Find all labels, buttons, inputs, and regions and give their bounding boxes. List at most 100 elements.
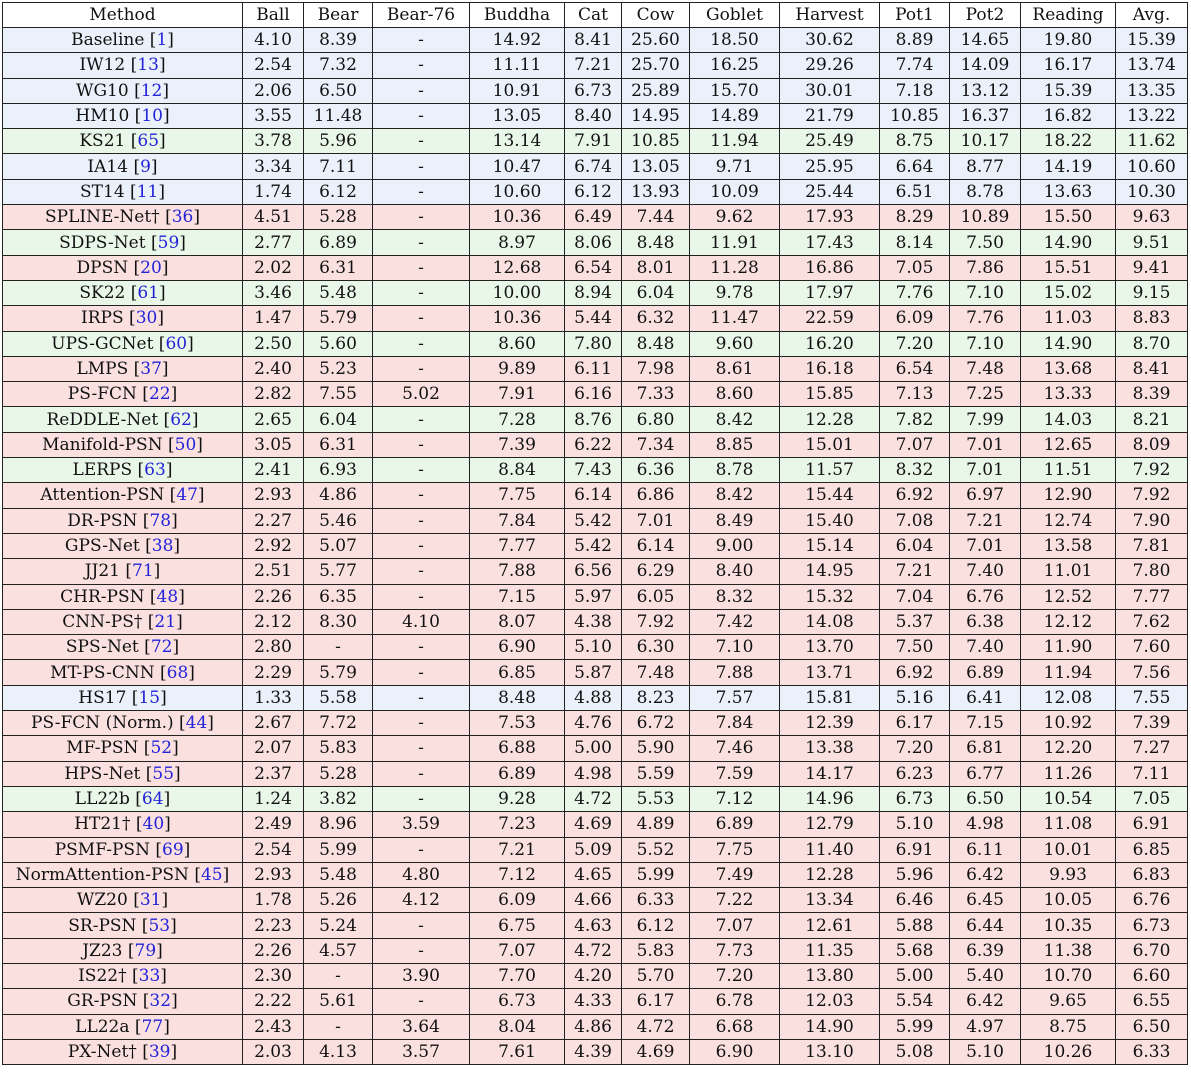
value-cell: - — [372, 128, 470, 155]
value-cell: 15.39 — [1115, 26, 1188, 54]
citation-link[interactable]: 59 — [157, 232, 180, 253]
citation-link[interactable]: 45 — [200, 864, 223, 885]
citation-link[interactable]: 20 — [140, 257, 162, 278]
citation-link[interactable]: 71 — [132, 561, 154, 582]
value-cell: 8.60 — [469, 330, 565, 357]
value-cell: 6.86 — [621, 482, 690, 509]
value-cell: 11.48 — [303, 102, 373, 130]
value-cell: 5.52 — [621, 836, 690, 863]
value-cell: 6.09 — [879, 305, 950, 332]
value-cell: 13.35 — [1115, 77, 1188, 104]
table-row: LMPS [37] 2.40 5.23-9.89 6.11 7.98 8.61 16.18 6… — [2, 355, 1188, 383]
table-row: ST14 [11] 1.74 6.12-10.60 6.12 13.93 10.09 25.… — [2, 178, 1188, 206]
citation-link[interactable]: 39 — [148, 1042, 171, 1063]
value-cell: 5.23 — [303, 355, 373, 383]
method-cell: KS21 [65] — [2, 128, 243, 155]
value-cell: 7.82 — [879, 406, 950, 433]
method-name: LL22a — [75, 1016, 130, 1037]
value-cell: 6.91 — [879, 836, 950, 863]
citation-link[interactable]: 36 — [171, 207, 194, 228]
value-cell: - — [372, 406, 470, 433]
citation-link[interactable]: 22 — [148, 384, 171, 405]
value-cell: 6.76 — [949, 583, 1021, 610]
value-cell: 7.10 — [949, 279, 1021, 307]
citation-link[interactable]: 40 — [142, 814, 165, 835]
citation-link[interactable]: 72 — [150, 637, 173, 658]
citation-link[interactable]: 52 — [150, 738, 173, 759]
citation-link[interactable]: 79 — [134, 940, 157, 961]
value-cell: 2.37 — [242, 760, 304, 787]
value-cell: 5.42 — [564, 532, 622, 560]
value-cell: 7.23 — [469, 811, 565, 838]
citation-link[interactable]: 38 — [151, 536, 174, 557]
table-row: Attention-PSN [47] 2.93 4.86-7.75 6.14 6.86 8… — [2, 482, 1188, 509]
value-cell: 6.32 — [621, 305, 690, 332]
citation-link[interactable]: 12 — [140, 80, 163, 101]
value-cell: 9.93 — [1020, 861, 1116, 889]
value-cell: 5.88 — [879, 912, 950, 939]
citation-link[interactable]: 21 — [154, 611, 177, 632]
value-cell: 11.94 — [1020, 659, 1116, 686]
value-cell: 6.31 — [303, 431, 373, 459]
value-cell: 7.11 — [303, 153, 373, 180]
citation-link[interactable]: 63 — [144, 460, 166, 481]
value-cell: 1.47 — [242, 305, 304, 332]
value-cell: 2.29 — [242, 659, 304, 686]
citation-link[interactable]: 65 — [137, 131, 160, 152]
citation-link[interactable]: 55 — [152, 763, 175, 784]
method-name: DPSN — [76, 257, 129, 278]
citation-link[interactable]: 31 — [139, 890, 162, 911]
method-cell: HPS-Net [55] — [2, 760, 243, 787]
value-cell: 12.68 — [469, 254, 565, 281]
citation-link[interactable]: 13 — [137, 55, 159, 76]
citation-link[interactable]: 1 — [156, 30, 168, 51]
citation-link[interactable]: 15 — [138, 687, 161, 708]
value-cell: 14.89 — [689, 102, 780, 130]
value-cell: 7.18 — [879, 77, 950, 104]
value-cell: 2.26 — [242, 583, 304, 610]
citation-link[interactable]: 44 — [185, 713, 208, 734]
citation-link[interactable]: 11 — [136, 181, 159, 202]
citation-link[interactable]: 60 — [165, 333, 188, 354]
value-cell: 6.89 — [469, 760, 565, 787]
value-cell: 6.39 — [949, 937, 1021, 964]
value-cell: 13.68 — [1020, 355, 1116, 383]
value-cell: 25.89 — [621, 77, 690, 104]
citation-link[interactable]: 48 — [156, 586, 179, 607]
citation-link[interactable]: 61 — [137, 283, 160, 304]
citation-link[interactable]: 77 — [141, 1016, 164, 1037]
value-cell: 5.24 — [303, 912, 373, 939]
value-cell: 7.74 — [879, 52, 950, 79]
citation-link[interactable]: 68 — [166, 662, 189, 683]
value-cell: 5.59 — [621, 760, 690, 787]
citation-link[interactable]: 30 — [135, 308, 158, 329]
citation-link[interactable]: 64 — [141, 789, 164, 810]
citation-link[interactable]: 10 — [141, 106, 163, 127]
citation-link[interactable]: 9 — [140, 156, 151, 177]
value-cell: - — [372, 482, 470, 509]
value-cell: 7.75 — [469, 482, 565, 509]
value-cell: 7.33 — [621, 381, 690, 408]
citation-link[interactable]: 62 — [170, 409, 192, 430]
value-cell: 6.50 — [303, 77, 373, 104]
value-cell: 6.12 — [564, 178, 622, 206]
citation-link[interactable]: 47 — [176, 485, 198, 506]
citation-link[interactable]: 37 — [140, 359, 162, 379]
citation-link[interactable]: 32 — [149, 991, 172, 1012]
table-row: NormAttention-PSN [45] 2.93 5.48 4.80 7.12 4.… — [2, 861, 1188, 889]
citation-link[interactable]: 53 — [148, 915, 171, 936]
value-cell: 15.50 — [1020, 204, 1116, 231]
value-cell: 9.65 — [1020, 988, 1116, 1015]
value-cell: - — [372, 26, 470, 54]
value-cell: 7.04 — [879, 583, 950, 610]
value-cell: 14.90 — [779, 1013, 880, 1040]
citation-link[interactable]: 78 — [149, 510, 172, 531]
citation-link[interactable]: 69 — [162, 839, 184, 860]
citation-link[interactable]: 50 — [174, 434, 197, 455]
value-cell: 12.39 — [779, 710, 880, 737]
value-cell: - — [372, 431, 470, 459]
value-cell: 12.74 — [1020, 507, 1116, 534]
citation-link[interactable]: 33 — [138, 966, 161, 987]
value-cell: 7.15 — [469, 583, 565, 610]
value-cell: 6.80 — [621, 406, 690, 433]
